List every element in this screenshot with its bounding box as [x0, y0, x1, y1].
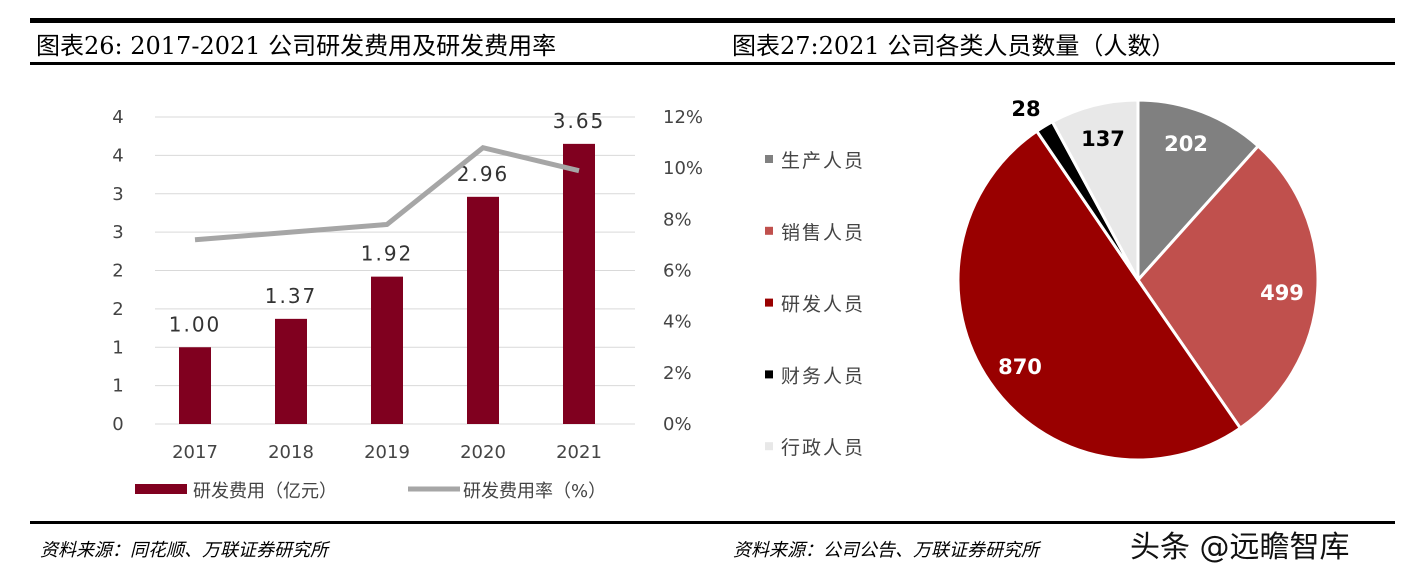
pie-slice [1050, 98, 1140, 281]
left-y-tick: 4 [112, 145, 123, 166]
watermark: 头条 @远瞻智库 [1130, 530, 1350, 565]
right-y-tick: 2% [663, 363, 692, 384]
bar [563, 143, 595, 425]
bar [371, 276, 403, 424]
footer-rule [30, 521, 1395, 524]
pie-label: 28 [1011, 97, 1040, 121]
legend-swatch [765, 155, 773, 163]
legend-swatch [765, 226, 773, 235]
pie-slice [1136, 143, 1320, 431]
rate-line [194, 144, 580, 243]
x-tick: 2021 [556, 442, 602, 463]
right-y-tick: 10% [663, 158, 703, 179]
left-y-tick: 1 [112, 337, 123, 358]
right-y-tick: 4% [663, 312, 692, 333]
pie-label: 137 [1081, 127, 1125, 151]
legend-swatch [765, 370, 773, 379]
bar-label: 2.96 [457, 162, 510, 186]
bar [467, 196, 499, 424]
bar-label: 3.65 [553, 109, 606, 133]
left-y-tick: 3 [112, 222, 123, 243]
legend-label: 销售人员 [781, 222, 865, 244]
right-y-tick: 12% [663, 107, 703, 128]
x-tick: 2018 [268, 442, 314, 463]
left-y-tick: 4 [112, 107, 123, 128]
right-y-tick: 0% [663, 414, 692, 435]
left-y-tick: 2 [112, 299, 123, 320]
pie-label: 202 [1164, 132, 1208, 156]
legend-bar-label: 研发费用（亿元） [193, 481, 337, 502]
legend-line-label: 研发费用率（%） [463, 481, 606, 502]
charts-svg: 0 1 1 2 2 3 3 4 4 0% 2% 4% 6% 8% 10% 12% 2017 1.00 2018 1.3… [112, 97, 1320, 502]
left-y-tick: 3 [112, 184, 123, 205]
legend-bar-swatch [135, 484, 187, 494]
legend-label: 行政人员 [781, 437, 865, 459]
legend-label: 财务人员 [781, 365, 865, 387]
left-source: 资料来源：同花顺、万联证券研究所 [40, 540, 328, 561]
legend-label: 生产人员 [781, 150, 865, 172]
x-tick: 2017 [172, 442, 218, 463]
left-y-tick: 1 [112, 376, 123, 397]
pie-slice [1136, 98, 1261, 284]
pie-label: 870 [998, 355, 1042, 379]
bar [275, 318, 307, 424]
bar-label: 1.00 [169, 312, 222, 336]
left-y-tick: 2 [112, 261, 123, 282]
right-source: 资料来源：公司公告、万联证券研究所 [733, 540, 1039, 561]
legend-swatch [765, 442, 773, 451]
top-rule [30, 18, 1395, 23]
legend-swatch [765, 298, 773, 307]
legend-label: 研发人员 [781, 294, 865, 316]
bar-label: 1.37 [265, 284, 318, 308]
bar-label: 1.92 [361, 242, 414, 266]
x-tick: 2019 [364, 442, 410, 463]
right-y-tick: 6% [663, 261, 692, 282]
bar [179, 347, 211, 424]
left-chart-title: 图表26: 2017-2021 公司研发费用及研发费用率 [36, 32, 557, 60]
right-chart-title: 图表27:2021 公司各类人员数量（人数） [732, 32, 1176, 60]
title-rule [30, 62, 1395, 65]
pie-slice [956, 129, 1243, 462]
right-y-tick: 8% [663, 209, 692, 230]
x-tick: 2020 [460, 442, 506, 463]
left-y-tick: 0 [112, 414, 123, 435]
pie-label: 499 [1260, 281, 1304, 305]
